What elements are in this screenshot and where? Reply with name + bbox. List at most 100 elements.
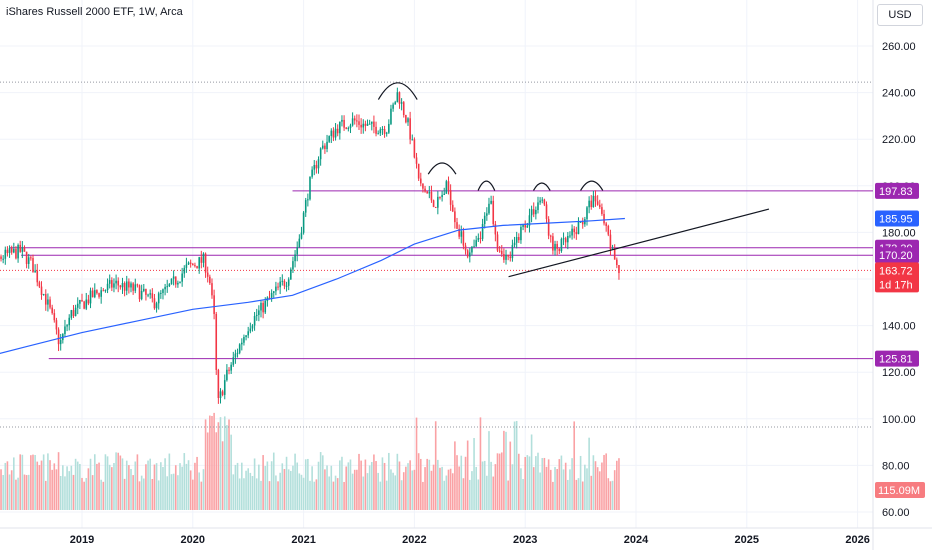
- candle-body: [413, 139, 416, 158]
- candle-body: [558, 248, 561, 252]
- candle-body: [586, 207, 588, 220]
- volume-bar: [21, 454, 24, 510]
- volume-bar: [496, 453, 499, 510]
- candle-body: [185, 264, 188, 268]
- candle-body: [79, 300, 81, 304]
- volume-bar: [170, 474, 173, 510]
- candle-body: [221, 391, 224, 395]
- candle-body: [492, 200, 495, 225]
- volume-bar: [584, 464, 586, 510]
- candle-body: [125, 281, 128, 291]
- y-tick-label: 180.00: [882, 227, 916, 239]
- volume-bar: [469, 479, 471, 510]
- candle-body: [490, 200, 492, 204]
- candle-body: [162, 289, 164, 293]
- candle-body: [313, 164, 316, 170]
- volume-bar: [368, 465, 371, 510]
- candle-body: [381, 128, 384, 130]
- volume-bar: [409, 460, 411, 510]
- candle-body: [189, 262, 192, 264]
- candle-body: [64, 326, 66, 335]
- volume-bar: [121, 458, 124, 510]
- candle-body: [358, 121, 360, 125]
- candle-body: [245, 335, 247, 338]
- volume-bar: [59, 476, 62, 510]
- candle-body: [477, 237, 480, 241]
- y-tick-label: 120.00: [882, 367, 916, 379]
- candle-body: [108, 280, 111, 284]
- volume-bar: [162, 466, 164, 510]
- candle-body: [462, 231, 465, 246]
- volume-bar: [490, 461, 492, 510]
- candle-body: [130, 283, 132, 288]
- volume-bar: [466, 440, 469, 510]
- candle-body: [547, 218, 550, 236]
- volume-bar: [27, 474, 30, 510]
- currency-button[interactable]: USD: [877, 4, 923, 26]
- volume-bar: [160, 462, 162, 510]
- volume-bar: [296, 462, 299, 510]
- volume-bar: [339, 460, 341, 510]
- candle-body: [275, 286, 277, 292]
- volume-bar: [85, 477, 88, 510]
- volume-bar: [592, 455, 595, 510]
- candle-body: [605, 223, 607, 226]
- candle-body: [147, 294, 149, 296]
- volume-bar: [300, 474, 303, 510]
- volume-bar: [507, 480, 509, 510]
- candle-body: [560, 238, 563, 252]
- candle-body: [336, 128, 339, 134]
- candle-body: [398, 92, 401, 104]
- candle-body: [38, 282, 41, 287]
- candle-body: [402, 102, 405, 115]
- volume-bar: [294, 453, 296, 510]
- ma-tag-bg: [875, 210, 919, 227]
- candle-body: [226, 369, 228, 381]
- volume-bar: [228, 419, 230, 510]
- volume-bar: [532, 467, 535, 510]
- chart-title: iShares Russell 2000 ETF, 1W, Arca: [6, 6, 183, 18]
- time-axis[interactable]: 2019 2020 2021 2022 2023 2024 2025 2026: [70, 534, 870, 546]
- y-tick-label: 260.00: [882, 41, 916, 53]
- candle-body: [155, 303, 158, 309]
- volume-bar: [611, 480, 614, 510]
- volume-bar: [142, 478, 145, 510]
- volume-bar: [441, 466, 443, 510]
- volume-bar: [569, 469, 571, 510]
- volume-bar: [451, 473, 454, 510]
- volume-bar: [524, 456, 526, 510]
- volume-bar: [330, 465, 333, 510]
- candle-body: [134, 284, 137, 291]
- candle-body: [594, 195, 597, 202]
- candle-body: [290, 269, 292, 280]
- candle-body: [230, 364, 232, 371]
- candle-body: [409, 118, 411, 140]
- volume-bar: [106, 456, 109, 510]
- candle-body: [200, 257, 203, 263]
- candle-body: [157, 293, 160, 304]
- candle-body: [388, 123, 390, 133]
- candle-body: [535, 209, 537, 215]
- candle-body: [486, 213, 488, 216]
- candle-body: [616, 259, 618, 266]
- candle-body: [481, 224, 484, 239]
- volume-bar: [447, 469, 450, 510]
- volume-bar: [471, 471, 473, 510]
- candle-body: [351, 118, 354, 126]
- volume-bar: [356, 469, 358, 510]
- volume-bar: [530, 434, 533, 510]
- candle-body: [368, 123, 371, 125]
- volume-bar: [64, 476, 66, 510]
- volume-bar: [128, 465, 130, 510]
- candle-body: [400, 102, 403, 104]
- volume-bar: [202, 469, 205, 510]
- candle-body: [422, 183, 424, 189]
- volume-bar: [520, 468, 522, 510]
- candle-body: [2, 258, 4, 260]
- volume-bar: [477, 479, 480, 510]
- candle-body: [204, 253, 207, 273]
- candle-body: [537, 202, 539, 210]
- volume-bar: [385, 480, 388, 510]
- volume-bar: [375, 461, 377, 510]
